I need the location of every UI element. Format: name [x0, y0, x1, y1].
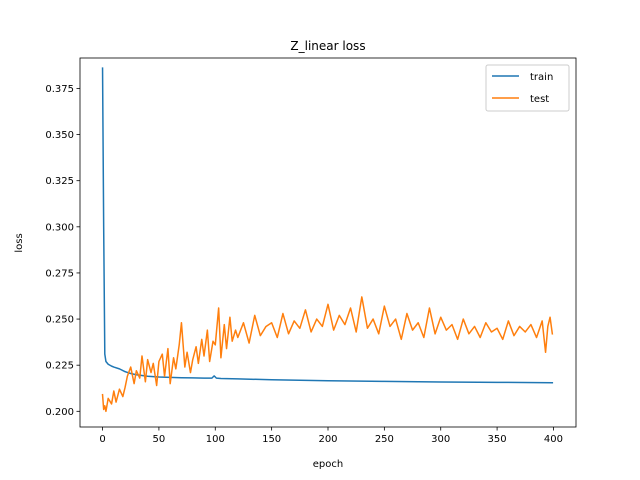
- x-tick-label: 100: [206, 434, 225, 445]
- y-tick-label: 0.250: [45, 315, 74, 326]
- plot-series: [101, 67, 554, 413]
- x-tick-label: 250: [375, 434, 394, 445]
- y-tick-label: 0.375: [45, 84, 74, 95]
- y-tick-label: 0.275: [45, 268, 74, 279]
- y-tick-label: 0.300: [45, 222, 74, 233]
- y-axis: 0.200 0.225 0.250 0.275 0.300 0.325 0.350 0.375: [45, 84, 80, 418]
- y-tick-label: 0.225: [45, 361, 74, 372]
- series-line-test: [101, 296, 554, 413]
- x-axis: 0 50 100 150 200 250 300 350 400: [99, 427, 563, 445]
- x-tick-label: 400: [544, 434, 563, 445]
- chart-title: Z_linear loss: [290, 39, 365, 53]
- legend-label-train: train: [530, 72, 553, 83]
- legend-label-test: test: [530, 94, 549, 105]
- y-tick-label: 0.350: [45, 130, 74, 141]
- x-tick-label: 350: [488, 434, 507, 445]
- y-axis-label: loss: [14, 233, 25, 252]
- x-axis-label: epoch: [313, 459, 343, 470]
- legend: train test: [485, 64, 570, 112]
- x-tick-label: 200: [318, 434, 337, 445]
- x-tick-label: 0: [99, 434, 105, 445]
- y-tick-label: 0.200: [45, 407, 74, 418]
- x-tick-label: 150: [262, 434, 281, 445]
- y-tick-label: 0.325: [45, 176, 74, 187]
- x-tick-label: 50: [153, 434, 166, 445]
- x-tick-label: 300: [431, 434, 450, 445]
- legend-box: [485, 64, 570, 112]
- series-line-train: [101, 67, 554, 384]
